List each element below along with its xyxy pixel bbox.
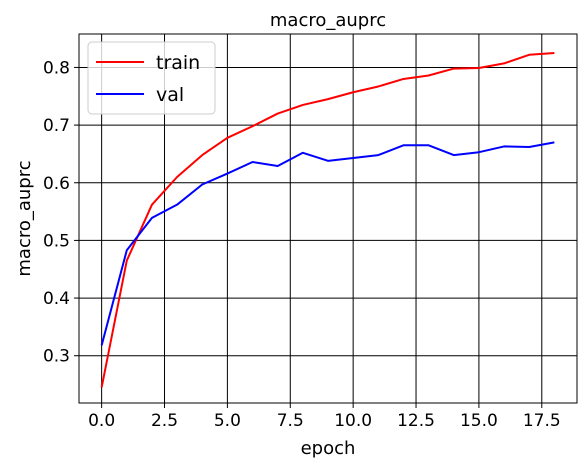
chart-title: macro_auprc [270, 10, 386, 31]
y-tick-label: 0.5 [43, 231, 70, 251]
y-tick-label: 0.4 [43, 289, 70, 309]
x-axis-label: epoch [301, 438, 356, 459]
y-tick-label: 0.3 [43, 347, 70, 367]
y-axis-label: macro_auprc [14, 160, 35, 276]
y-tick-label: 0.6 [43, 174, 70, 194]
series-line-val [100, 141, 555, 346]
x-tick-label: 17.5 [523, 411, 561, 431]
legend-box [87, 41, 216, 115]
series-layer [100, 52, 555, 388]
x-tick-label: 15.0 [460, 411, 498, 431]
x-axis-ticks: 0.0 2.5 5.0 7.5 10.0 12.5 15.0 17.5 [88, 403, 561, 431]
x-tick-label: 12.5 [397, 411, 435, 431]
legend-label-val: val [156, 84, 184, 106]
y-axis-ticks: 0.3 0.4 0.5 0.6 0.7 0.8 [43, 58, 79, 367]
y-tick-label: 0.7 [43, 116, 70, 136]
x-tick-label: 2.5 [151, 411, 178, 431]
y-tick-label: 0.8 [43, 58, 70, 78]
series-line-train [100, 52, 555, 388]
plot-frame [78, 33, 578, 404]
legend-label-train: train [156, 52, 200, 74]
x-tick-label: 0.0 [88, 411, 115, 431]
x-tick-label: 7.5 [277, 411, 304, 431]
x-tick-label: 10.0 [334, 411, 372, 431]
grid [79, 34, 577, 403]
legend: train val [87, 41, 216, 115]
x-tick-label: 5.0 [214, 411, 241, 431]
